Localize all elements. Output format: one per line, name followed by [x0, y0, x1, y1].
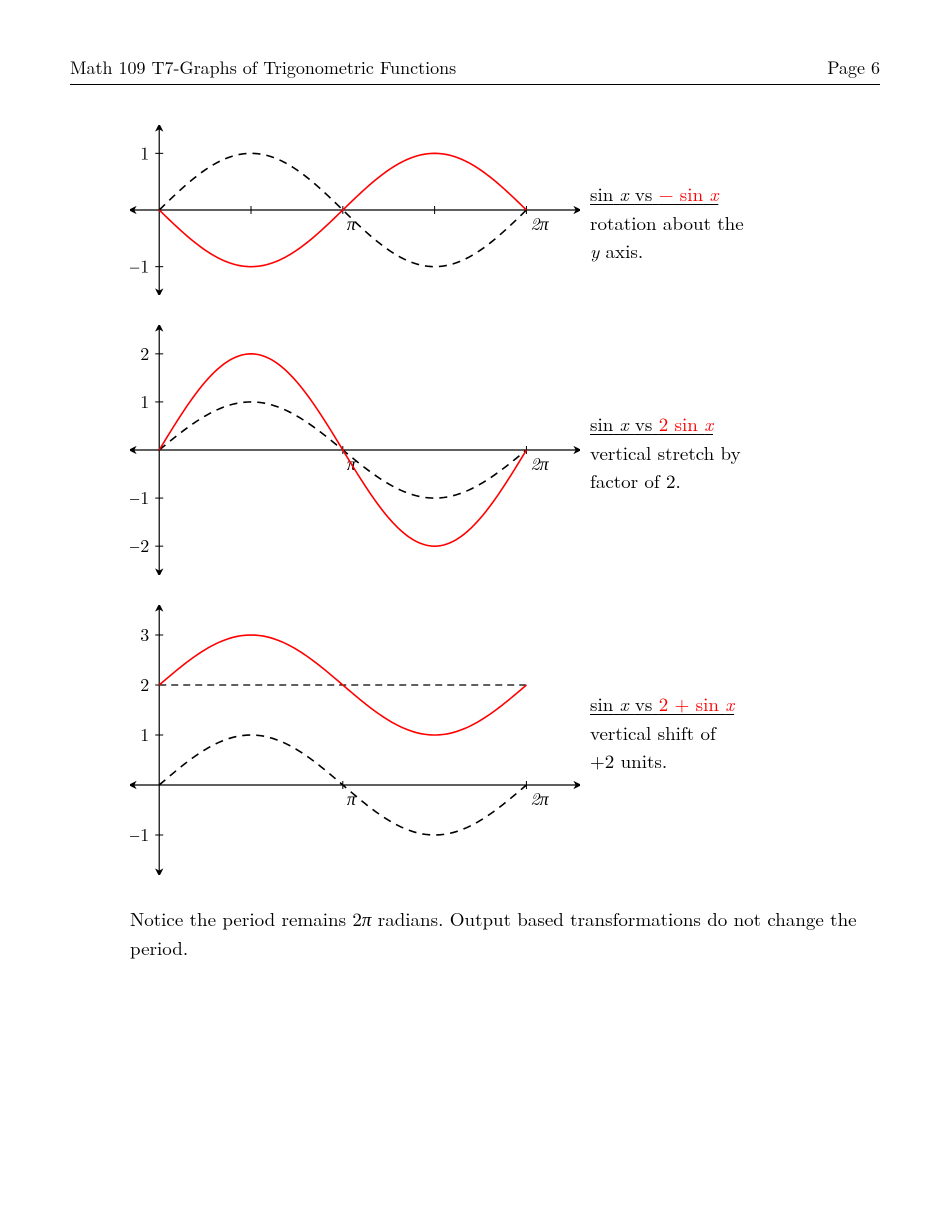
- svg-text:1: 1: [140, 722, 149, 747]
- page-header: Math 109 T7-Graphs of Trigonometric Func…: [70, 55, 880, 85]
- caption-line2: factor of 2.: [590, 467, 681, 494]
- formula-sin: sin: [590, 410, 613, 437]
- svg-text:2π: 2π: [530, 451, 549, 476]
- panel-2: −2−112π2π sin x vs 2 sin x vertical stre…: [130, 325, 880, 575]
- formula-x2: x: [704, 410, 713, 437]
- formula-x2: x: [709, 180, 718, 207]
- formula-negsin: − sin: [659, 180, 703, 207]
- vs-text: vs: [635, 690, 653, 717]
- formula-sin: sin: [590, 690, 613, 717]
- caption-y: y: [590, 237, 599, 264]
- vs-text: vs: [635, 180, 653, 207]
- caption-line1: vertical stretch by: [590, 439, 741, 466]
- formula-x: x: [620, 410, 629, 437]
- caption-line1: rotation about the: [590, 209, 744, 236]
- formula-2sin: 2 sin: [659, 410, 698, 437]
- note-pi: π: [362, 905, 372, 932]
- caption-axis: axis.: [599, 237, 643, 264]
- svg-text:π: π: [347, 786, 357, 811]
- formula-x2: x: [725, 690, 734, 717]
- header-left: Math 109 T7-Graphs of Trigonometric Func…: [70, 55, 456, 80]
- panel-1: −11π2π sin x vs − sin x rotation about t…: [130, 125, 880, 295]
- vs-text: vs: [635, 410, 653, 437]
- formula-x: x: [620, 180, 629, 207]
- panel-3: −1 1 2 3 π 2π sin x vs 2 + sin x vertical shi…: [130, 605, 880, 875]
- svg-text:−1: −1: [130, 822, 149, 847]
- caption-2: sin x vs 2 sin x vertical stretch by fac…: [590, 410, 741, 496]
- svg-text:2π: 2π: [530, 211, 549, 236]
- caption-3: sin x vs 2 + sin x vertical shift of +2 …: [590, 690, 734, 776]
- svg-text:2: 2: [140, 672, 149, 697]
- svg-text:−1: −1: [130, 485, 149, 510]
- chart-2: −2−112π2π: [130, 325, 580, 575]
- caption-line1: vertical shift of: [590, 719, 716, 746]
- svg-text:3: 3: [140, 622, 149, 647]
- svg-text:2π: 2π: [530, 786, 549, 811]
- chart-3: −1 1 2 3 π 2π: [130, 605, 580, 875]
- caption-line2: +2 units.: [590, 747, 667, 774]
- formula-2plus-sin: 2 + sin: [659, 690, 719, 717]
- svg-text:1: 1: [140, 389, 149, 414]
- formula-x: x: [620, 690, 629, 717]
- header-right: Page 6: [827, 55, 880, 80]
- note-part-a: Notice the period remains 2: [130, 905, 362, 932]
- svg-text:−1: −1: [130, 254, 149, 279]
- chart-1: −11π2π: [130, 125, 580, 295]
- svg-text:−2: −2: [130, 533, 149, 558]
- svg-text:1: 1: [140, 140, 149, 165]
- formula-sin: sin: [590, 180, 613, 207]
- caption-1: sin x vs − sin x rotation about the y ax…: [590, 180, 744, 266]
- footer-note: Notice the period remains 2π radians. Ou…: [130, 905, 880, 962]
- svg-text:2: 2: [140, 341, 149, 366]
